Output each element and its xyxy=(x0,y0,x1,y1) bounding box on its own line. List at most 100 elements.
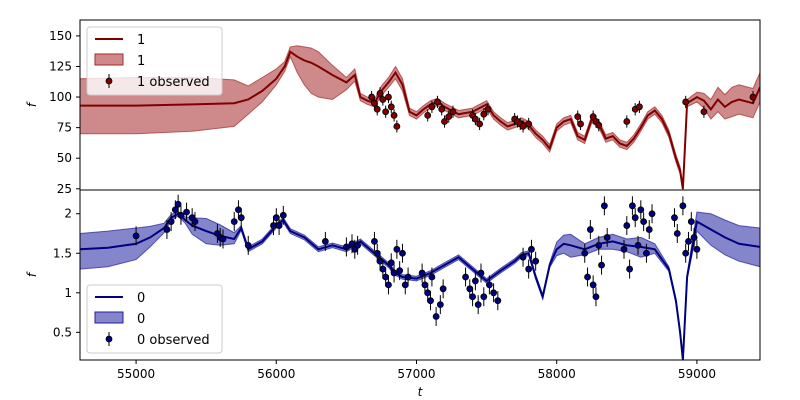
bottom-observed-point xyxy=(586,226,594,233)
top-observed-point xyxy=(445,113,453,121)
bottom-observed-point xyxy=(373,249,381,257)
bottom-observed-point xyxy=(623,222,631,229)
top-observed-point xyxy=(382,108,390,116)
top-ytick-label: 75 xyxy=(57,121,72,135)
top-observed-point xyxy=(682,98,690,106)
bottom-observed-point xyxy=(279,211,287,219)
top-observed-point xyxy=(434,98,441,106)
top-ylabel: f xyxy=(25,101,39,107)
top-legend-label: 1 xyxy=(137,54,145,69)
top-observed-point xyxy=(480,110,488,118)
bottom-observed-point xyxy=(477,269,485,277)
top-observed-point xyxy=(371,99,378,107)
bottom-observed-point xyxy=(401,281,409,289)
top-observed-point xyxy=(519,123,527,130)
bottom-observed-point xyxy=(474,301,482,309)
bottom-observed-point xyxy=(272,214,280,222)
bottom-observed-point xyxy=(348,240,356,248)
bottom-observed-point xyxy=(387,259,395,267)
bottom-observed-point xyxy=(532,257,540,265)
bottom-observed-point xyxy=(183,208,190,216)
bottom-observed-point xyxy=(436,301,444,309)
top-legend-label: 1 observed xyxy=(137,75,210,90)
top-ytick-label: 25 xyxy=(57,182,72,196)
top-observed-point xyxy=(525,120,533,128)
top-ytick-label: 150 xyxy=(49,29,72,43)
bottom-xlabel: t xyxy=(418,385,424,399)
bottom-observed-point xyxy=(237,214,245,222)
bottom-observed-point xyxy=(428,273,436,281)
bottom-observed-point xyxy=(486,281,493,289)
bottom-observed-point xyxy=(174,200,182,208)
bottom-observed-point xyxy=(581,249,589,257)
bottom-observed-point xyxy=(525,265,533,273)
top-observed-point xyxy=(623,118,631,125)
bottom-observed-point xyxy=(595,241,603,249)
bottom-observed-point xyxy=(629,202,636,210)
bottom-observed-point xyxy=(592,293,600,301)
bottom-observed-point xyxy=(230,218,238,226)
bottom-observed-point xyxy=(631,214,639,222)
bottom-observed-point xyxy=(171,206,179,214)
bottom-ytick-label: 0.5 xyxy=(53,325,72,339)
bottom-observed-point xyxy=(679,202,687,210)
bottom-observed-point xyxy=(648,210,656,218)
bottom-observed-point xyxy=(235,206,242,214)
bottom-observed-point xyxy=(418,269,426,277)
top-ytick-label: 100 xyxy=(49,90,72,104)
top-legend-box xyxy=(86,26,223,96)
bottom-observed-point xyxy=(376,257,384,265)
bottom-ylabel: f xyxy=(25,271,39,277)
bottom-ytick-label: 2 xyxy=(64,207,72,221)
bottom-observed-point xyxy=(399,249,406,257)
bottom-observed-point xyxy=(626,265,634,273)
bottom-ytick-label: 1 xyxy=(64,286,72,300)
bottom-observed-point xyxy=(167,218,175,226)
bottom-observed-point xyxy=(685,237,692,245)
top-observed-point xyxy=(385,93,392,101)
bottom-legend-label: 0 observed xyxy=(137,333,210,348)
bottom-observed-point xyxy=(177,211,185,219)
bottom-observed-point xyxy=(342,243,350,251)
bottom-legend-box xyxy=(86,284,223,354)
bottom-observed-point xyxy=(673,230,681,237)
top-observed-point xyxy=(574,113,582,121)
top-observed-point xyxy=(387,103,395,111)
bottom-observed-point xyxy=(637,206,645,214)
bottom-observed-point xyxy=(600,202,608,210)
bottom-observed-point xyxy=(439,285,447,293)
bottom-observed-point xyxy=(671,214,678,222)
bottom-observed-point xyxy=(640,218,648,226)
bottom-legend: 0 0 0 observed xyxy=(86,284,223,354)
top-observed-point xyxy=(577,120,584,128)
top-observed-point xyxy=(373,105,381,113)
bottom-legend-band-swatch xyxy=(94,311,124,324)
bottom-observed-point xyxy=(371,237,378,245)
top-observed-point xyxy=(368,93,376,101)
top-observed-point xyxy=(428,103,436,111)
bottom-observed-point xyxy=(382,273,390,281)
bottom-observed-point xyxy=(589,281,597,289)
top-observed-point xyxy=(700,108,708,116)
bottom-observed-point xyxy=(466,285,474,293)
top-observed-point xyxy=(379,96,387,103)
bottom-observed-point xyxy=(379,265,387,273)
bottom-observed-point xyxy=(275,222,283,229)
bottom-observed-point xyxy=(163,226,171,233)
bottom-observed-point xyxy=(390,269,398,277)
bottom-observed-point xyxy=(598,261,605,269)
top-observed-point xyxy=(484,105,492,113)
top-observed-point xyxy=(471,115,479,123)
bottom-observed-point xyxy=(393,245,401,253)
bottom-observed-point xyxy=(528,245,535,253)
bottom-observed-point xyxy=(494,297,502,305)
top-observed-point xyxy=(595,121,603,129)
bottom-series-group xyxy=(80,194,760,360)
top-series-group xyxy=(80,45,760,190)
top-ytick-label: 125 xyxy=(49,59,72,73)
bottom-observed-point xyxy=(421,281,429,289)
bottom-axes-frame xyxy=(79,189,761,361)
bottom-observed-point xyxy=(519,253,527,261)
